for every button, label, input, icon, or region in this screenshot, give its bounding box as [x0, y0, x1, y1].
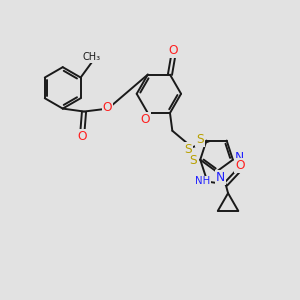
- Text: S: S: [184, 142, 192, 156]
- Text: N: N: [216, 171, 225, 184]
- Text: N: N: [235, 151, 244, 164]
- Text: S: S: [196, 133, 204, 146]
- Text: O: O: [77, 130, 87, 143]
- Text: O: O: [103, 100, 112, 114]
- Text: NH: NH: [195, 176, 210, 186]
- Text: O: O: [235, 159, 245, 172]
- Text: S: S: [189, 154, 197, 167]
- Text: O: O: [168, 44, 178, 57]
- Text: CH₃: CH₃: [83, 52, 101, 62]
- Text: O: O: [141, 113, 150, 126]
